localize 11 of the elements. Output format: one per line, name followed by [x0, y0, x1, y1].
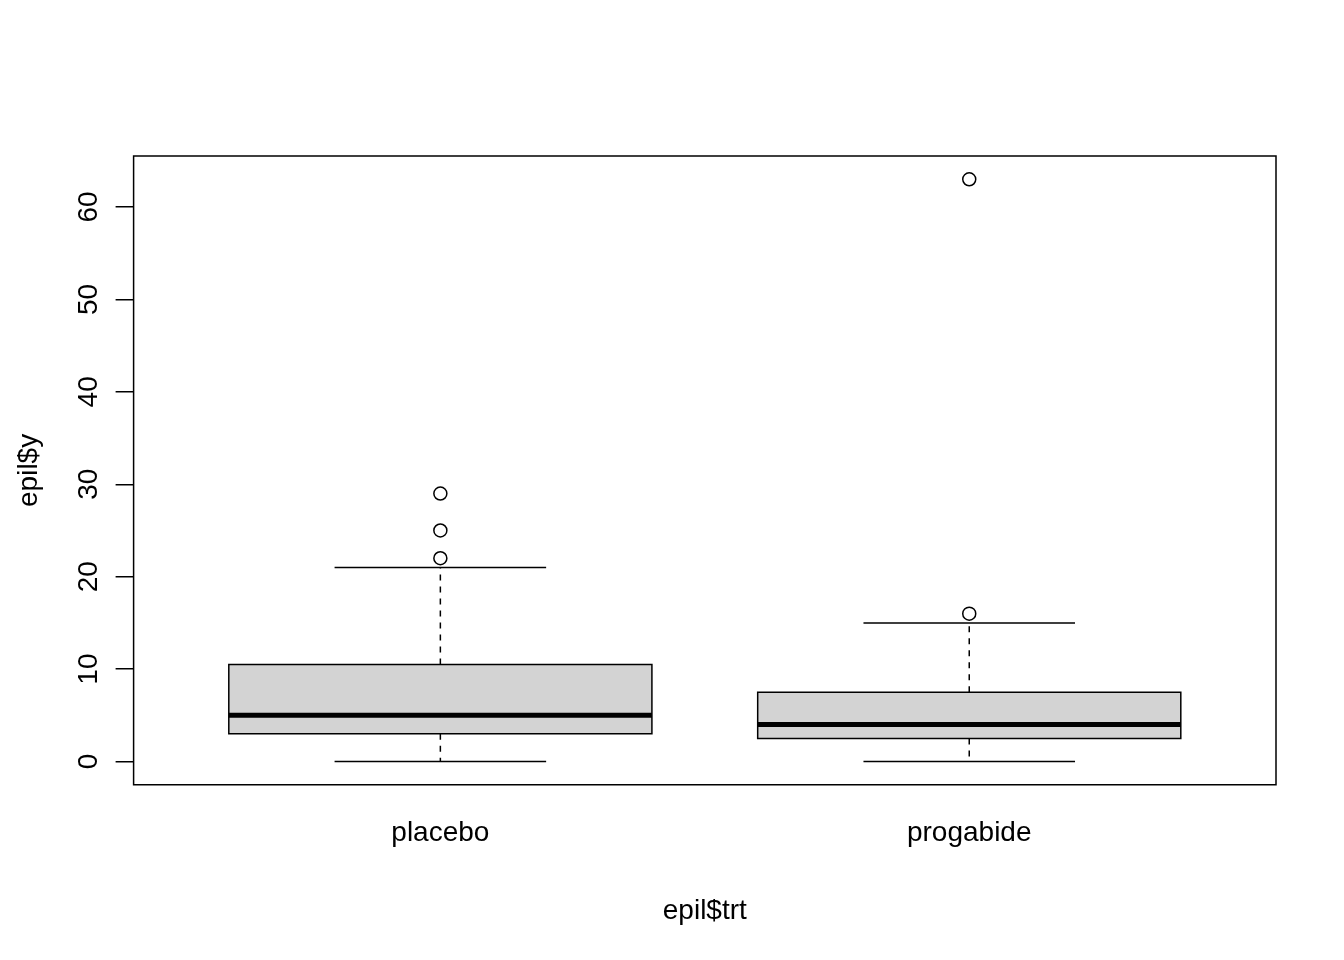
y-tick-label: 50	[72, 283, 104, 316]
y-tick-label: 60	[72, 191, 104, 223]
x-tick-label: progabide	[906, 816, 1032, 848]
y-tick-label: 40	[72, 376, 104, 408]
y-tick-label: 20	[72, 561, 104, 593]
x-axis-title: epil$trt	[662, 893, 748, 925]
y-tick-label: 30	[72, 468, 104, 500]
x-tick-label: placebo	[391, 816, 490, 848]
y-tick-label: 10	[72, 653, 104, 685]
y-tick-label: 0	[72, 753, 104, 770]
y-axis-title: epil$y	[11, 433, 43, 507]
